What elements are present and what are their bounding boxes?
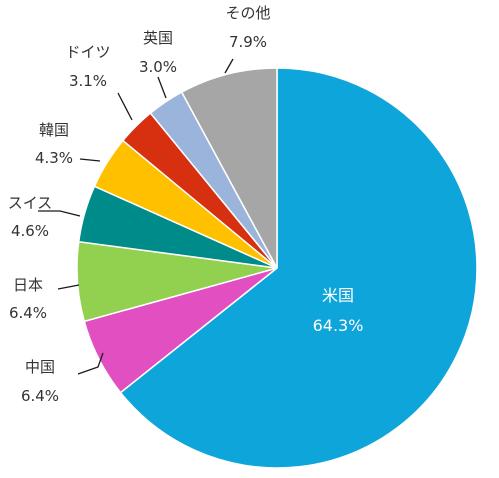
slice-value-usa: 64.3% <box>313 316 364 335</box>
leader-line-switzerland <box>38 210 81 217</box>
slice-value-uk: 3.0% <box>139 58 177 76</box>
slice-label-china: 中国 <box>25 358 55 376</box>
pie-slice-usa <box>119 67 478 469</box>
slice-value-japan: 6.4% <box>9 304 47 322</box>
slice-label-usa: 米国 <box>322 286 354 305</box>
pie-slices <box>76 67 478 469</box>
slice-value-china: 6.4% <box>21 387 59 405</box>
slice-labels: 米国 64.3% 中国 6.4% 日本 6.4% スイス 4.6% 韓国 4.3… <box>8 4 364 405</box>
leader-line-uk <box>157 76 167 99</box>
slice-label-germany: ドイツ <box>65 43 110 61</box>
slice-label-switzerland: スイス <box>8 194 53 212</box>
slice-value-korea: 4.3% <box>35 149 73 167</box>
slice-value-other: 7.9% <box>229 33 267 51</box>
pie-slice-other <box>180 67 278 269</box>
slice-value-germany: 3.1% <box>69 72 107 90</box>
leader-line-other <box>224 58 234 74</box>
leader-line-japan <box>57 284 80 290</box>
slice-label-korea: 韓国 <box>39 121 69 139</box>
leader-line-china <box>77 352 104 375</box>
slice-label-uk: 英国 <box>143 29 173 47</box>
leader-line-germany <box>117 92 133 121</box>
slice-label-japan: 日本 <box>13 276 43 294</box>
slice-value-switzerland: 4.6% <box>11 222 49 240</box>
leader-lines <box>38 58 234 375</box>
leader-line-korea <box>79 158 101 162</box>
slice-label-other: その他 <box>225 4 270 22</box>
